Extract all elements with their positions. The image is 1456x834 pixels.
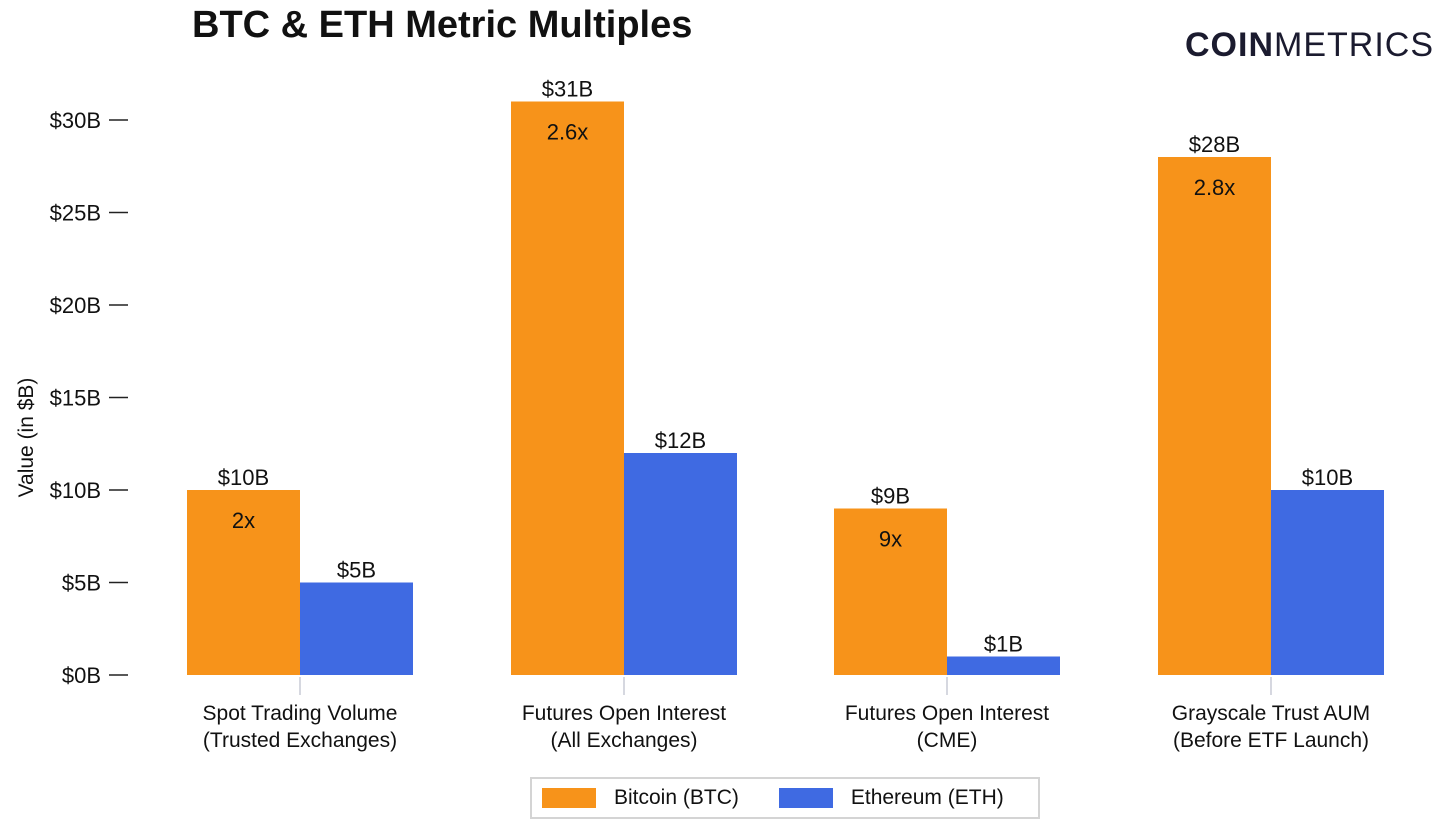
- bar-value-label-eth: $5B: [337, 558, 376, 583]
- legend-label-btc: Bitcoin (BTC): [614, 786, 739, 809]
- x-category-label-line2: (CME): [917, 729, 978, 752]
- multiple-annotation: 2x: [232, 508, 255, 533]
- y-tick-label: $25B: [50, 201, 101, 226]
- bar-btc: [187, 490, 300, 675]
- y-tick-label: $10B: [50, 478, 101, 503]
- multiple-annotation: 9x: [879, 527, 902, 552]
- bar-eth: [947, 656, 1060, 675]
- brand-logo-bold: COIN: [1185, 26, 1274, 64]
- brand-logo: COINMETRICS: [1185, 26, 1434, 65]
- y-axis-label: Value (in $B): [15, 378, 38, 498]
- y-tick-label: $20B: [50, 293, 101, 318]
- y-tick-label: $0B: [62, 663, 101, 688]
- bar-btc: [834, 508, 947, 675]
- x-category-label-line2: (Before ETF Launch): [1173, 729, 1369, 752]
- bar-value-label-btc: $28B: [1189, 132, 1240, 157]
- multiple-annotation: 2.6x: [547, 120, 589, 145]
- legend-swatch-eth: [778, 788, 833, 808]
- bar-value-label-eth: $12B: [655, 428, 706, 453]
- x-category-label-line1: Futures Open Interest: [522, 702, 726, 725]
- legend-label-eth: Ethereum (ETH): [850, 786, 1004, 809]
- x-category-label-line2: (All Exchanges): [550, 729, 697, 752]
- bar-value-label-eth: $1B: [984, 632, 1023, 657]
- chart-title: BTC & ETH Metric Multiples: [192, 4, 693, 46]
- bar-value-label-btc: $31B: [542, 77, 593, 102]
- bar-eth: [300, 582, 413, 675]
- x-category-label-line1: Spot Trading Volume: [203, 702, 398, 725]
- bar-btc: [1158, 157, 1271, 675]
- brand-logo-light: METRICS: [1274, 26, 1434, 64]
- bar-value-label-eth: $10B: [1302, 465, 1353, 490]
- bar-btc: [511, 101, 624, 675]
- bar-value-label-btc: $10B: [218, 465, 269, 490]
- y-tick-label: $15B: [50, 386, 101, 411]
- x-category-label-line2: (Trusted Exchanges): [203, 729, 397, 752]
- bar-value-label-btc: $9B: [871, 484, 910, 509]
- y-tick-label: $5B: [62, 571, 101, 596]
- multiple-annotation: 2.8x: [1194, 175, 1236, 200]
- legend: Bitcoin (BTC) Ethereum (ETH): [530, 777, 1040, 819]
- bar-eth: [1271, 490, 1384, 675]
- legend-swatch-btc: [542, 788, 596, 808]
- x-category-label-line1: Futures Open Interest: [845, 702, 1049, 725]
- legend-item-btc: Bitcoin (BTC): [542, 786, 739, 810]
- y-tick-label: $30B: [50, 108, 101, 133]
- legend-item-eth: Ethereum (ETH): [778, 786, 1004, 810]
- bar-eth: [624, 453, 737, 675]
- x-category-label-line1: Grayscale Trust AUM: [1172, 702, 1370, 725]
